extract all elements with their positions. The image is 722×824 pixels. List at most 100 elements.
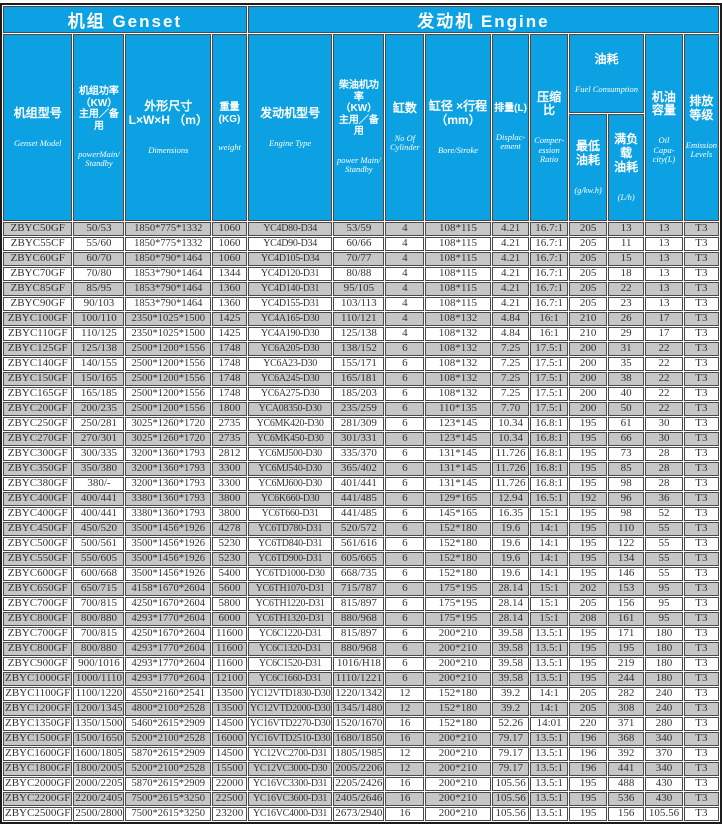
cell-engine-type: YC6A205-D30 [247,341,333,356]
cell-full-load-fuel-consumption: 50 [608,401,645,416]
cell-cylinders: 16 [385,791,425,806]
cell-full-load-fuel-consumption: 40 [608,386,645,401]
cell-compression-ratio: 16.8:1 [530,461,568,476]
cell-displacement: 7.25 [491,371,530,386]
cell-cylinders: 6 [385,431,425,446]
header-label-zh: 发动机型号 [260,105,321,120]
cell-displacement: 28.14 [491,611,530,626]
engine-section-header: 发动机 Engine [247,6,719,33]
cell-genset-model: ZBYC1100GF [3,686,73,701]
cell-dimensions: 2350*1025*1500 [125,326,212,341]
cell-displacement: 4.21 [491,221,530,236]
cell-displacement: 79.17 [491,731,530,746]
cell-engine-power: 401/441 [333,476,385,491]
table-row: ZBYC110GF 110/125 2350*1025*1500 1425 YC4A19… [3,326,719,341]
cell-emission-level: T3 [683,641,719,656]
cell-bore-stroke: 200*210 [425,806,491,821]
table-row: ZBYC600GF 600/668 3500*1456*1926 5400 YC6TD1… [3,566,719,581]
cell-weight: 1425 [212,326,247,341]
cell-full-load-fuel-consumption: 134 [608,551,645,566]
cell-dimensions: 3380*1360*1793 [125,506,212,521]
cell-min-fuel-consumption: 195 [568,476,608,491]
cell-weight: 14500 [212,746,247,761]
cell-cylinders: 6 [385,566,425,581]
cell-genset-power: 1350/1500 [73,716,125,731]
cell-dimensions: 3200*1360*1793 [125,446,212,461]
cell-oil-capacity: 30 [645,416,683,431]
cell-genset-model: ZBYC60GF [3,251,73,266]
table-row: ZBYC800GF 800/880 4293*1770*2604 11600 YC6C1… [3,641,719,656]
cell-engine-power: 125/138 [333,326,385,341]
cell-bore-stroke: 108*115 [425,266,491,281]
cell-compression-ratio: 14:1 [530,566,568,581]
cell-bore-stroke: 152*180 [425,686,491,701]
cell-weight: 5800 [212,596,247,611]
cell-emission-level: T3 [683,551,719,566]
cell-dimensions: 4800*2100*2528 [125,701,212,716]
cell-min-fuel-consumption: 195 [568,656,608,671]
cell-full-load-fuel-consumption: 536 [608,791,645,806]
cell-full-load-fuel-consumption: 371 [608,716,645,731]
cell-emission-level: T3 [683,731,719,746]
cell-emission-level: T3 [683,536,719,551]
cell-dimensions: 4250*1670*2604 [125,626,212,641]
cell-displacement: 39.2 [491,701,530,716]
cell-genset-power: 270/301 [73,431,125,446]
table-row: ZBYC300GF 300/335 3200*1360*1793 2812 YC6MJ5… [3,446,719,461]
cell-emission-level: T3 [683,611,719,626]
header-label-zh: 外形尺寸 L×W×H （m） [128,98,208,127]
cell-displacement: 4.21 [491,266,530,281]
cell-compression-ratio: 14:1 [530,686,568,701]
col-header-min-fuel: 最低 油耗 (g/kw.h) [568,114,608,221]
cell-oil-capacity: 340 [645,761,683,776]
cell-genset-model: ZBYC600GF [3,566,73,581]
cell-emission-level: T3 [683,296,719,311]
cell-displacement: 79.17 [491,761,530,776]
cell-full-load-fuel-consumption: 122 [608,536,645,551]
cell-genset-power: 380/- [73,476,125,491]
cell-oil-capacity: 180 [645,626,683,641]
table-row: ZBYC500GF 500/561 3500*1456*1926 5230 YC6TD8… [3,536,719,551]
cell-engine-type: YC6MJ540-D30 [247,461,333,476]
cell-bore-stroke: 145*165 [425,506,491,521]
cell-engine-type: YC6TD1000-D30 [247,566,333,581]
cell-engine-type: YC6TD900-D31 [247,551,333,566]
cell-cylinders: 12 [385,761,425,776]
cell-cylinders: 16 [385,776,425,791]
cell-displacement: 39.58 [491,656,530,671]
cell-min-fuel-consumption: 200 [568,356,608,371]
header-label-en: weight [218,142,241,153]
cell-min-fuel-consumption: 195 [568,791,608,806]
header-label-en: Genset Model [13,137,62,148]
cell-genset-model: ZBYC900GF [3,656,73,671]
cell-engine-type: YC6C1220-D31 [247,626,333,641]
cell-genset-model: ZBYC150GF [3,371,73,386]
header-label-en: Emission Levels [685,139,717,160]
cell-cylinders: 6 [385,581,425,596]
cell-genset-power: 900/1016 [73,656,125,671]
header-label-zh: 满负载 油耗 [614,132,639,174]
cell-min-fuel-consumption: 205 [568,251,608,266]
cell-full-load-fuel-consumption: 156 [608,596,645,611]
cell-cylinders: 16 [385,731,425,746]
cell-oil-capacity: 13 [645,236,683,251]
cell-min-fuel-consumption: 202 [568,581,608,596]
cell-engine-type: YC6TD780-D31 [247,521,333,536]
cell-oil-capacity: 55 [645,566,683,581]
cell-full-load-fuel-consumption: 35 [608,356,645,371]
cell-min-fuel-consumption: 195 [568,641,608,656]
header-label-en: power Main/ Standby [337,154,381,175]
cell-cylinders: 6 [385,611,425,626]
cell-dimensions: 4550*2160*2541 [125,686,212,701]
cell-compression-ratio: 16.7:1 [530,266,568,281]
cell-dimensions: 7500*2615*3250 [125,806,212,821]
cell-weight: 22000 [212,776,247,791]
cell-full-load-fuel-consumption: 73 [608,446,645,461]
cell-compression-ratio: 13.5:1 [530,761,568,776]
cell-dimensions: 3380*1360*1793 [125,491,212,506]
cell-weight: 1060 [212,236,247,251]
cell-oil-capacity: 55 [645,536,683,551]
cell-engine-power: 880/968 [333,611,385,626]
cell-emission-level: T3 [683,701,719,716]
cell-engine-power: 80/88 [333,266,385,281]
